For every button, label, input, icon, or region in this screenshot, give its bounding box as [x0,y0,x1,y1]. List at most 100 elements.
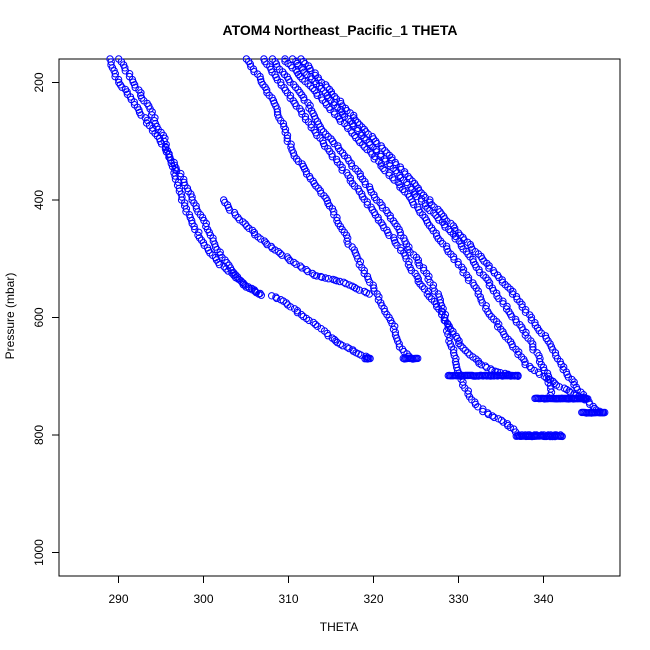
data-point [322,130,330,138]
data-point [428,201,436,209]
data-point [557,360,565,369]
data-point [178,193,186,201]
data-point [487,313,496,321]
data-point [383,149,391,157]
data-point [388,174,397,182]
data-point [339,342,347,350]
data-point [123,88,131,96]
data-point [309,84,317,93]
data-point [415,261,424,269]
data-point [434,234,442,243]
data-point [443,327,451,335]
data-point [334,144,343,153]
data-point [558,432,566,441]
data-point [298,264,306,272]
data-point [416,280,424,288]
data-point [236,276,244,284]
data-point [336,147,344,155]
data-point [294,157,303,166]
data-point [504,335,512,343]
data-point [309,318,317,327]
data-point [367,188,375,196]
data-point [479,405,487,413]
data-point [353,118,362,127]
data-point [215,260,224,269]
data-point [419,264,428,272]
data-point [320,192,328,200]
data-point [426,196,434,204]
data-point [499,300,507,308]
data-point [305,316,313,325]
data-point [414,275,422,283]
data-point [399,185,407,194]
data-point [360,266,368,275]
data-point [380,305,388,313]
data-point [504,283,512,291]
data-points [106,55,609,441]
data-point [503,302,511,311]
data-point [485,264,493,272]
data-point [381,166,389,175]
data-point [183,184,192,193]
data-point [277,78,285,87]
data-point [195,234,204,242]
data-point [317,125,326,134]
data-point [237,277,245,285]
data-point [302,266,310,274]
data-point [379,164,387,173]
data-point [308,269,317,278]
data-point [404,172,412,181]
data-point [478,255,486,263]
x-tick-label: 320 [363,592,383,606]
data-point [224,267,232,275]
data-point [137,89,145,97]
data-point [451,224,459,232]
plot-frame [58,58,621,577]
x-tick-label: 290 [108,592,128,606]
data-point [483,259,491,268]
data-point [347,159,355,168]
data-point [506,285,514,293]
data-point [332,95,341,103]
data-point [125,70,134,78]
data-point [299,57,308,66]
data-point [408,177,416,185]
data-point [499,297,507,305]
data-point [222,265,230,273]
data-point [601,408,609,417]
data-point [332,277,341,285]
data-point [518,300,526,309]
data-point [297,310,306,319]
data-point [151,114,159,122]
data-point [414,256,423,264]
data-point [377,152,385,161]
data-point [457,342,465,350]
data-point [278,251,286,259]
data-point [459,266,468,274]
data-point [330,208,338,216]
data-point [130,81,139,89]
data-point [415,186,423,195]
data-point [441,215,449,223]
data-point [338,163,346,172]
data-point [114,75,123,84]
data-point [495,294,503,303]
data-point [425,221,434,230]
data-point [206,249,214,257]
data-point [283,134,291,143]
data-point [535,326,543,335]
data-point [414,354,422,363]
data-point [302,167,310,176]
data-point [284,255,293,263]
chart-title: ATOM4 Northeast_Pacific_1 THETA [223,22,458,38]
data-point [131,83,139,92]
data-point [430,203,438,211]
data-point [273,62,281,71]
data-point [570,378,578,386]
y-axis-label: Pressure (mbar) [3,273,17,360]
x-tick-label: 300 [193,592,213,606]
data-point [539,363,548,372]
data-point [479,407,487,416]
